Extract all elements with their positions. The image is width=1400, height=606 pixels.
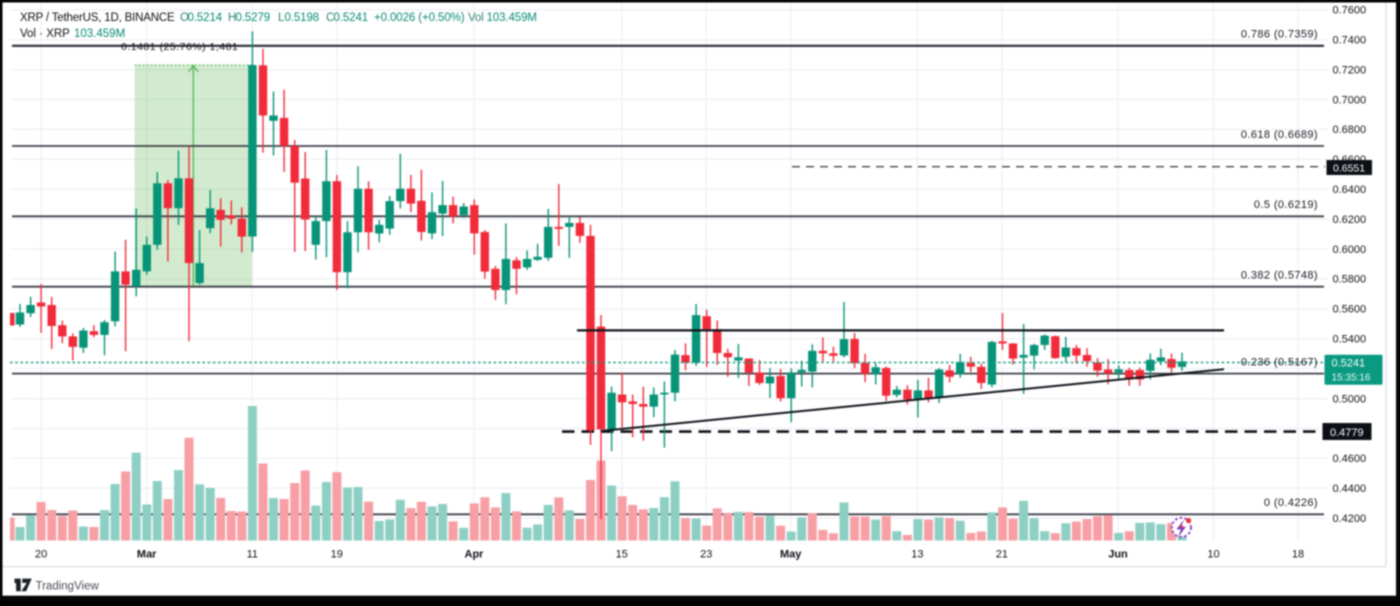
svg-text:11: 11 <box>247 549 258 561</box>
svg-text:0.5 (0.6219): 0.5 (0.6219) <box>1254 199 1318 211</box>
svg-text:0.5000: 0.5000 <box>1333 393 1367 405</box>
svg-text:0.786 (0.7359): 0.786 (0.7359) <box>1241 29 1318 41</box>
svg-text:0.5400: 0.5400 <box>1333 334 1367 346</box>
svg-text:103.459M: 103.459M <box>74 28 125 40</box>
svg-text:0.6200: 0.6200 <box>1333 214 1367 226</box>
svg-text:15: 15 <box>616 549 628 561</box>
svg-text:0.7400: 0.7400 <box>1333 35 1367 47</box>
svg-text:21: 21 <box>996 549 1008 561</box>
svg-text:0.4779: 0.4779 <box>1330 427 1364 439</box>
svg-text:0.6800: 0.6800 <box>1333 124 1367 136</box>
svg-text:0.6400: 0.6400 <box>1333 184 1367 196</box>
svg-text:0.236 (0.5167): 0.236 (0.5167) <box>1241 356 1318 368</box>
svg-text:0.4400: 0.4400 <box>1333 483 1367 495</box>
svg-text:0.5600: 0.5600 <box>1333 304 1367 316</box>
svg-text:Mar: Mar <box>137 549 157 561</box>
svg-text:May: May <box>780 549 802 561</box>
svg-text:Apr: Apr <box>465 549 485 561</box>
svg-text:0.5279: 0.5279 <box>236 12 271 24</box>
svg-text:20: 20 <box>35 549 47 561</box>
svg-text:0.618 (0.6689): 0.618 (0.6689) <box>1241 129 1318 141</box>
svg-text:0.5198: 0.5198 <box>285 12 320 24</box>
svg-text:13: 13 <box>911 549 923 561</box>
svg-text:0.5214: 0.5214 <box>188 12 223 24</box>
svg-text:15:35:16: 15:35:16 <box>1332 373 1371 384</box>
svg-text:10: 10 <box>1207 549 1219 561</box>
svg-text:+0.0026 (+0.50%): +0.0026 (+0.50%) <box>374 12 465 24</box>
svg-text:18: 18 <box>1292 549 1304 561</box>
svg-text:0.382 (0.5748): 0.382 (0.5748) <box>1241 270 1318 282</box>
svg-text:TradingView: TradingView <box>36 580 100 592</box>
svg-text:103.459M: 103.459M <box>487 12 537 24</box>
svg-text:19: 19 <box>331 549 343 561</box>
svg-text:0.7000: 0.7000 <box>1333 94 1367 106</box>
svg-text:C: C <box>326 12 334 24</box>
svg-text:0.4600: 0.4600 <box>1333 453 1367 465</box>
svg-text:H: H <box>228 12 236 24</box>
svg-text:0.5800: 0.5800 <box>1333 274 1367 286</box>
svg-text:0.6000: 0.6000 <box>1333 244 1367 256</box>
svg-text:0.7200: 0.7200 <box>1333 64 1367 76</box>
svg-text:0.4200: 0.4200 <box>1333 513 1367 525</box>
svg-text:0.7600: 0.7600 <box>1333 5 1367 17</box>
svg-text:0.5241: 0.5241 <box>1332 358 1366 370</box>
svg-text:0 (0.4226): 0 (0.4226) <box>1264 497 1318 509</box>
svg-text:0.1481 (25.76%) 1,481: 0.1481 (25.76%) 1,481 <box>121 41 238 53</box>
svg-text:23: 23 <box>700 549 712 561</box>
svg-text:Vol: Vol <box>468 12 484 24</box>
svg-text:L: L <box>278 12 285 24</box>
svg-text:Jun: Jun <box>1108 549 1128 561</box>
svg-text:XRP / TetherUS, 1D, BINANCE: XRP / TetherUS, 1D, BINANCE <box>20 12 175 24</box>
svg-text:O: O <box>180 12 189 24</box>
svg-text:0.5241: 0.5241 <box>334 12 369 24</box>
svg-text:Vol · XRP: Vol · XRP <box>20 28 70 40</box>
svg-text:0.6551: 0.6551 <box>1333 163 1365 175</box>
